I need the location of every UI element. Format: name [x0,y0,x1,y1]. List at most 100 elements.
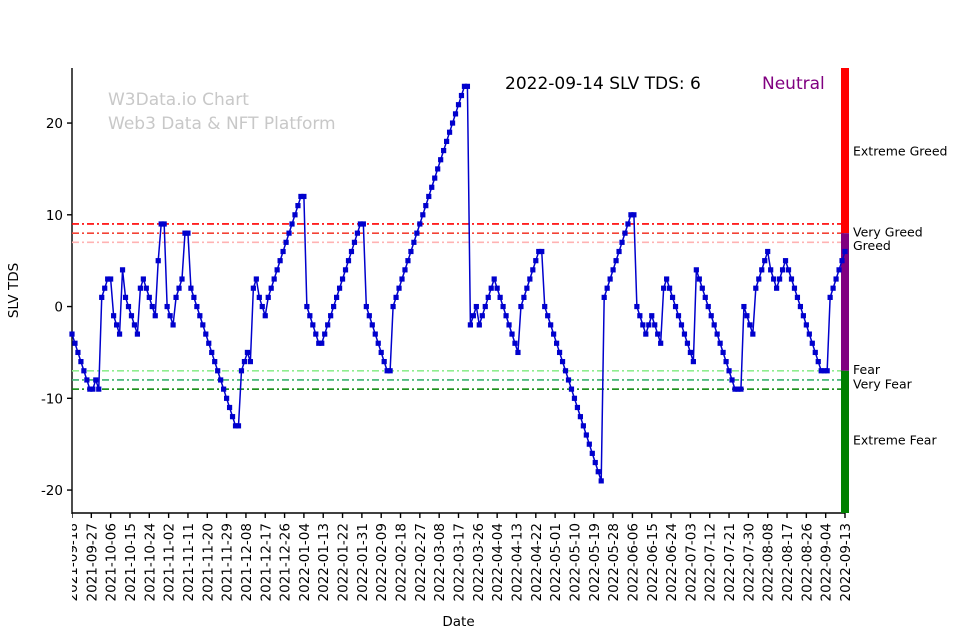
data-point [583,432,589,438]
data-point [256,294,262,300]
data-point [173,294,179,300]
status-bar-greed-zone [841,68,849,234]
data-point [328,313,334,319]
data-point [821,368,827,374]
data-point [423,203,429,209]
data-point [69,331,75,337]
data-point [708,313,714,319]
data-point [625,221,631,227]
data-point [102,285,108,291]
data-point [206,340,212,346]
data-point [244,349,251,356]
data-point [167,313,173,319]
x-tick-label: 2022-05-01 [548,523,564,601]
x-tick-label: 2022-07-03 [683,523,699,601]
data-point [449,120,456,126]
data-point [738,386,744,392]
data-point [577,414,583,420]
data-point [342,267,349,273]
data-point [381,359,387,365]
data-point [435,166,441,172]
data-point [108,276,114,282]
data-point [155,258,161,264]
data-point [384,368,390,374]
x-tick-label: 2022-08-17 [780,523,796,601]
data-point [170,322,176,328]
data-point [179,276,185,282]
x-tick-label: 2021-11-11 [181,523,197,601]
data-point [283,239,289,245]
data-point [441,147,447,154]
data-point [815,359,821,365]
data-point [634,303,640,310]
data-point [149,303,155,310]
data-point [637,313,643,319]
data-point [554,340,560,346]
data-point [699,285,705,291]
data-point [580,423,586,429]
data-point [461,83,468,89]
data-point [241,359,248,365]
data-point [732,386,738,392]
data-point [551,331,557,337]
watermark-line-1: W3Data.io Chart [108,90,249,110]
data-point [482,303,488,310]
data-point [325,322,331,328]
data-point [723,359,729,365]
data-point [666,285,673,291]
data-point [215,368,221,374]
data-point [158,221,164,227]
data-point [408,248,414,255]
data-point [536,248,542,255]
data-point [319,340,325,346]
data-point [375,340,381,346]
data-point [747,322,753,328]
data-point [678,322,685,328]
data-point [268,285,274,291]
data-point [262,313,268,319]
x-tick-label: 2022-01-13 [316,523,332,601]
data-point [298,193,304,200]
zone-label-very-fear: Very Fear [853,377,913,392]
data-point [768,267,774,273]
data-point [661,285,667,291]
data-point [203,331,209,337]
data-point [619,239,625,245]
data-point [518,303,524,310]
x-tick-label: 2022-05-28 [606,523,622,601]
data-point [788,276,795,282]
data-point [744,313,750,319]
x-tick-label: 2022-01-04 [297,523,313,601]
data-point [759,267,765,273]
data-point [794,294,801,300]
data-point [429,184,435,190]
data-point [643,331,649,337]
data-point [542,303,548,310]
data-point [271,276,277,282]
x-tick-label: 2021-10-24 [142,523,158,601]
data-point [146,294,152,300]
data-point [684,340,691,346]
data-point [530,267,536,273]
data-point [411,239,417,245]
x-tick-label: 2021-09-27 [84,523,100,601]
data-point [494,285,500,291]
data-point [589,450,595,456]
data-point [803,322,809,328]
data-point [259,303,265,310]
data-point [247,359,253,365]
data-point [93,377,99,383]
data-point [726,368,732,374]
data-point [176,285,182,291]
data-point [524,285,530,291]
data-point [756,276,762,282]
data-point [140,276,146,282]
data-point [515,349,521,356]
data-point [628,212,634,218]
data-point [533,258,539,264]
x-tick-label: 2022-03-08 [432,523,448,601]
data-point [446,129,453,135]
data-point [800,313,806,319]
data-point [774,285,780,291]
